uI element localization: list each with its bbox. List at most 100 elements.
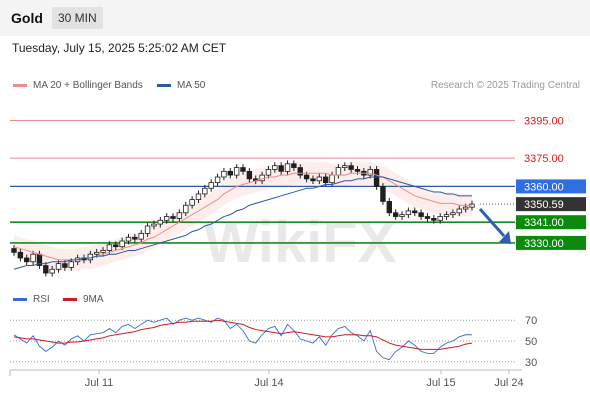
timeframe-button[interactable]: 30 MIN: [52, 7, 103, 29]
x-tick-label: Jul 11: [85, 377, 114, 389]
candle-bear: [297, 167, 303, 176]
price-level-tag: [516, 215, 586, 230]
candle-bull: [284, 163, 291, 172]
legend-rsi: RSI: [13, 294, 50, 305]
candle-bear: [240, 167, 246, 172]
candle-bear: [11, 248, 17, 253]
candle-bear: [424, 216, 431, 219]
candle-bull: [208, 182, 214, 189]
candle-bear: [354, 169, 361, 172]
legend-ma50: MA 50: [157, 80, 205, 91]
candle-bull: [399, 214, 405, 217]
candle-bull: [367, 169, 373, 176]
candle-bull: [342, 165, 348, 168]
candle-bull: [437, 216, 443, 221]
candle-bull: [119, 240, 125, 248]
price-level-label: 3395.00: [524, 115, 564, 127]
candle-bull: [157, 219, 164, 225]
candle-bull: [138, 233, 144, 240]
candle-bull: [221, 170, 227, 178]
candle-bull: [68, 261, 74, 268]
candle-bear: [322, 176, 329, 184]
rsi-swatch: [13, 297, 27, 301]
price-level-label: 3360.00: [524, 181, 564, 193]
candle-bull: [233, 167, 240, 176]
candle-bull: [456, 208, 462, 214]
ma9-swatch: [63, 297, 77, 301]
price-level-label: 3330.00: [524, 238, 564, 250]
ma50-label: MA 50: [177, 80, 206, 91]
candle-bull: [93, 251, 100, 255]
candle-bear: [431, 218, 437, 221]
instrument-title: Gold: [11, 10, 43, 26]
price-level-tag: [516, 197, 586, 212]
candle-bull: [189, 199, 195, 206]
credit-text: Research © 2025 Trading Central: [430, 80, 580, 91]
candle-bull: [462, 206, 469, 210]
candle-bull: [163, 216, 170, 221]
candle-bull: [100, 250, 106, 253]
candle-bear: [246, 170, 253, 180]
price-level-label: 3341.00: [524, 217, 564, 229]
candle-bull: [125, 236, 132, 242]
legend-ma20: MA 20 + Bollinger Bands: [13, 80, 143, 91]
rsi-tick-label: 50: [525, 336, 537, 348]
timestamp: Tuesday, July 15, 2025 5:25:02 AM CET: [12, 41, 227, 55]
ma20-label: MA 20 + Bollinger Bands: [33, 80, 143, 91]
candle-bear: [373, 169, 380, 187]
candle-bear: [348, 165, 354, 170]
x-tick-label: Jul 15: [426, 377, 455, 389]
rsi-panel: 70 50 30: [10, 315, 537, 369]
price-level-tag: [516, 151, 586, 166]
candle-bull: [443, 214, 450, 217]
price-level-tag: [516, 235, 586, 250]
forecast-arrow-shaft: [478, 208, 506, 238]
candle-bear: [170, 216, 176, 219]
legend-9ma: 9MA: [63, 294, 104, 305]
candles: [11, 160, 475, 277]
ma50-swatch: [157, 83, 171, 87]
rsi-ma9-line: [13, 319, 473, 350]
x-tick-label: Jul 24: [494, 377, 523, 389]
candle-bear: [412, 210, 418, 214]
candle-bull: [202, 187, 208, 195]
candle-bull: [176, 212, 183, 219]
candle-bull: [316, 176, 323, 182]
candle-bear: [62, 263, 68, 268]
price-level-label: 3350.59: [524, 199, 564, 211]
ma20-swatch: [13, 83, 27, 87]
candle-bull: [106, 244, 113, 251]
candle-bull: [335, 167, 342, 176]
candle-bull: [214, 176, 221, 184]
rsi-label: RSI: [33, 294, 50, 305]
candle-bear: [113, 244, 119, 248]
candle-bear: [291, 163, 297, 168]
candle-bear: [380, 186, 386, 202]
candle-bear: [132, 236, 138, 240]
candle-bear: [43, 265, 49, 274]
candle-bear: [386, 201, 393, 214]
candle-bear: [278, 165, 284, 172]
rsi-line: [13, 317, 472, 361]
moving-averages: [13, 172, 511, 270]
candle-bear: [392, 212, 399, 217]
candle-bull: [265, 169, 272, 176]
x-tick-label: Jul 14: [254, 377, 283, 389]
x-axis: Jul 11 Jul 14 Jul 15 Jul 24: [9, 369, 524, 389]
candle-bear: [24, 257, 30, 263]
candle-bear: [227, 170, 233, 176]
candle-bull: [450, 212, 456, 216]
candle-bull: [183, 204, 189, 214]
candle-bear: [418, 212, 424, 217]
candle-bull: [55, 263, 62, 270]
rsi-tick-label: 30: [525, 357, 537, 369]
candle-bull: [30, 253, 36, 263]
price-level-label: 3375.00: [524, 153, 564, 165]
candle-bull: [405, 210, 412, 216]
price-levels: 3395.00 3375.00 3360.00 3350.59 3341.00 3330.…: [10, 113, 586, 250]
ma9-label: 9MA: [83, 294, 104, 305]
header-bar: Gold 30 MIN: [0, 0, 590, 36]
forecast-arrow-head: [499, 231, 511, 245]
candle-bull: [151, 223, 157, 227]
